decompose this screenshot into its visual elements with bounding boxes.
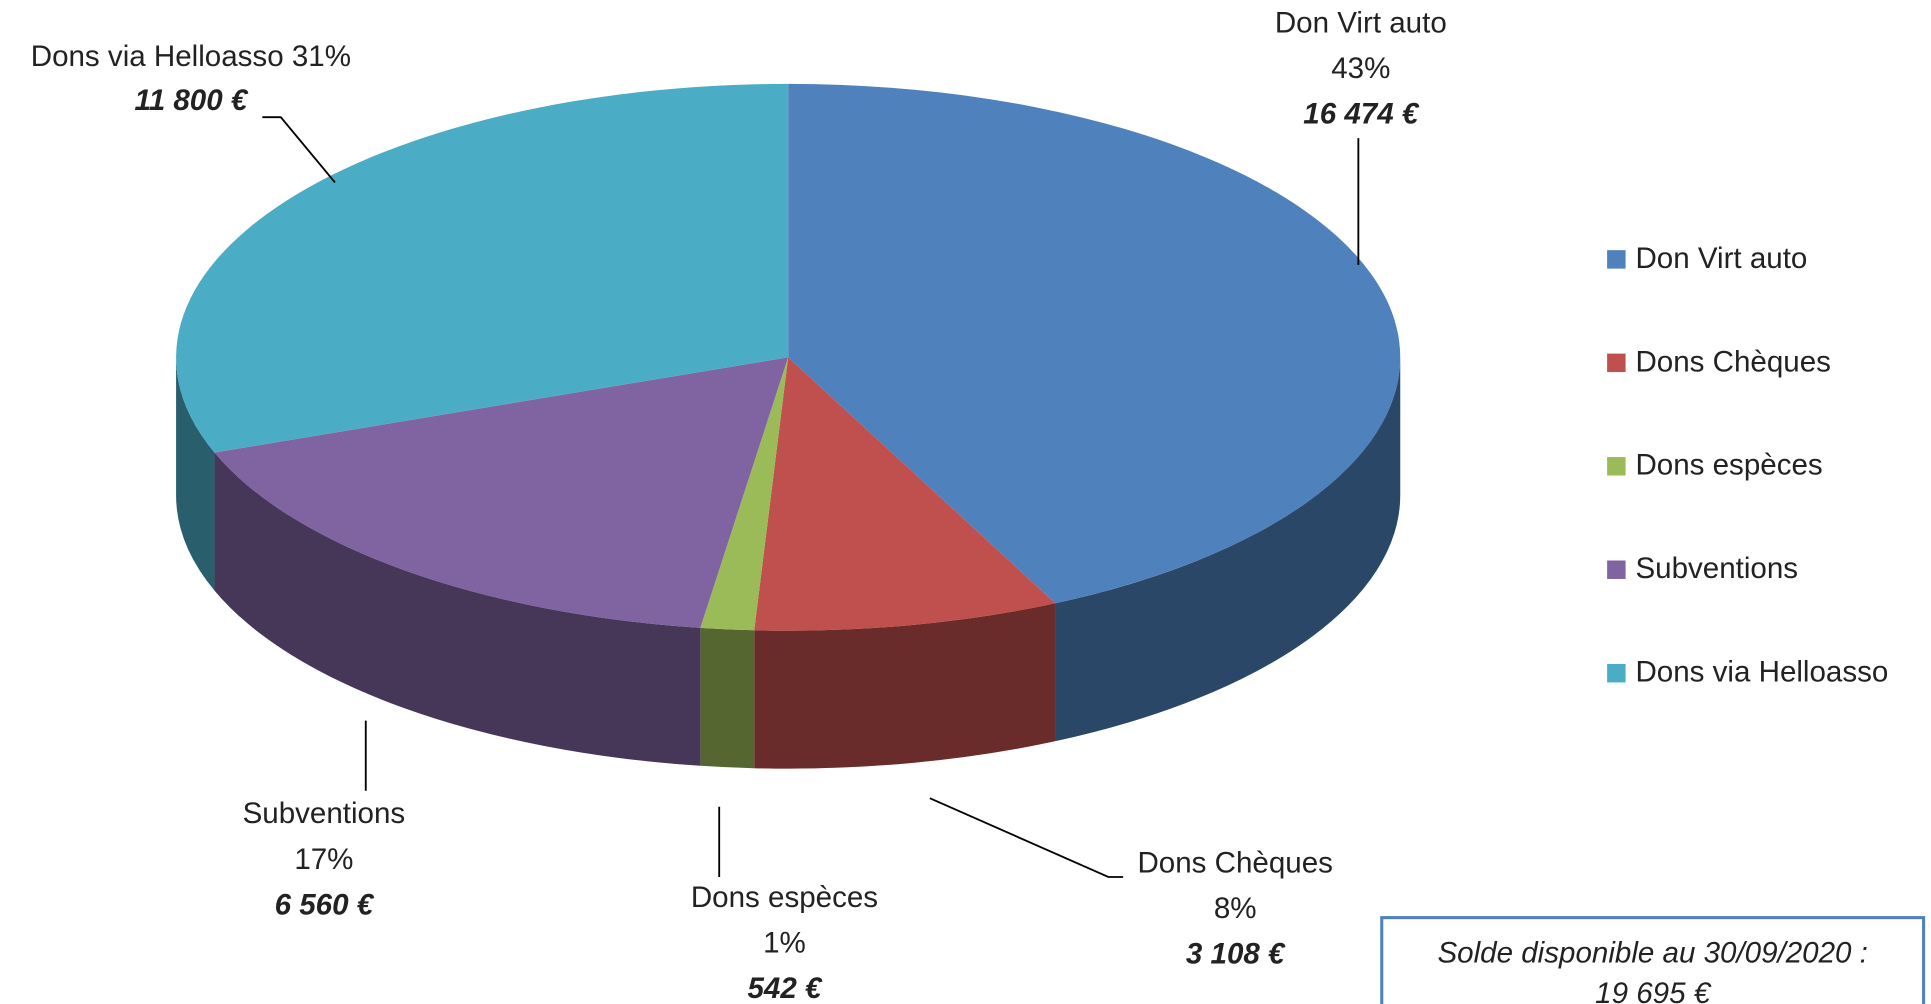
slice-side bbox=[1055, 357, 1401, 742]
data-label-name: Don Virt auto bbox=[1275, 7, 1447, 40]
data-label-name: Subventions bbox=[243, 797, 406, 830]
leader-line bbox=[929, 797, 1124, 878]
legend-swatch bbox=[1607, 250, 1626, 269]
data-label-percent: 17% bbox=[294, 843, 353, 876]
slice-side bbox=[754, 603, 1056, 769]
slice-side-shade bbox=[176, 357, 215, 591]
pie bbox=[176, 83, 1401, 769]
data-label-percent: 31% bbox=[292, 40, 351, 73]
annotation: Solde disponible au 30/09/2020 : bbox=[1437, 936, 1867, 969]
data-label-value: 11 800 € bbox=[134, 84, 248, 117]
legend-swatch bbox=[1607, 663, 1626, 683]
slice-side bbox=[700, 627, 755, 769]
annotation: 19 695 € bbox=[1595, 977, 1712, 1004]
slice-side bbox=[176, 357, 215, 591]
data-label-name: Dons Chèques bbox=[1137, 846, 1332, 879]
data-label-name: Dons espèces bbox=[691, 881, 878, 914]
slice bbox=[176, 83, 789, 453]
data-label-value: 3 108 € bbox=[1186, 938, 1286, 971]
slice-side-shade bbox=[700, 627, 755, 769]
data-label-percent: 43% bbox=[1331, 52, 1390, 85]
legend-swatch bbox=[1607, 457, 1626, 476]
legend-label: Dons via Helloasso bbox=[1635, 656, 1888, 689]
legend-label: Dons espèces bbox=[1635, 449, 1822, 482]
data-label-percent: 8% bbox=[1214, 892, 1257, 925]
slice bbox=[788, 83, 1401, 604]
legend-swatch bbox=[1607, 353, 1626, 373]
pie-sides bbox=[176, 357, 1401, 769]
slice-side-shade bbox=[214, 452, 701, 766]
slice bbox=[700, 357, 789, 631]
data-label-name: Dons via Helloasso bbox=[31, 40, 284, 73]
legend-label: Dons Chèques bbox=[1635, 345, 1830, 378]
legend-swatch bbox=[1607, 560, 1626, 579]
data-label-percent: 1% bbox=[763, 927, 806, 960]
leader-line bbox=[262, 116, 336, 184]
pie-tops bbox=[176, 83, 1401, 631]
annotation-box bbox=[1380, 916, 1926, 1004]
slice-side-shade bbox=[754, 603, 1056, 769]
data-label-value: 6 560 € bbox=[275, 888, 375, 921]
slice-side-shade bbox=[1055, 357, 1401, 742]
data-label: Dons via Helloasso 31% bbox=[31, 40, 351, 73]
legend-label: Subventions bbox=[1635, 552, 1798, 585]
legend-label: Don Virt auto bbox=[1635, 242, 1807, 275]
slice bbox=[754, 357, 1056, 631]
slice-side bbox=[214, 452, 701, 766]
slice bbox=[214, 357, 789, 628]
data-label-value: 542 € bbox=[747, 972, 823, 1004]
data-label-value: 16 474 € bbox=[1303, 98, 1420, 131]
